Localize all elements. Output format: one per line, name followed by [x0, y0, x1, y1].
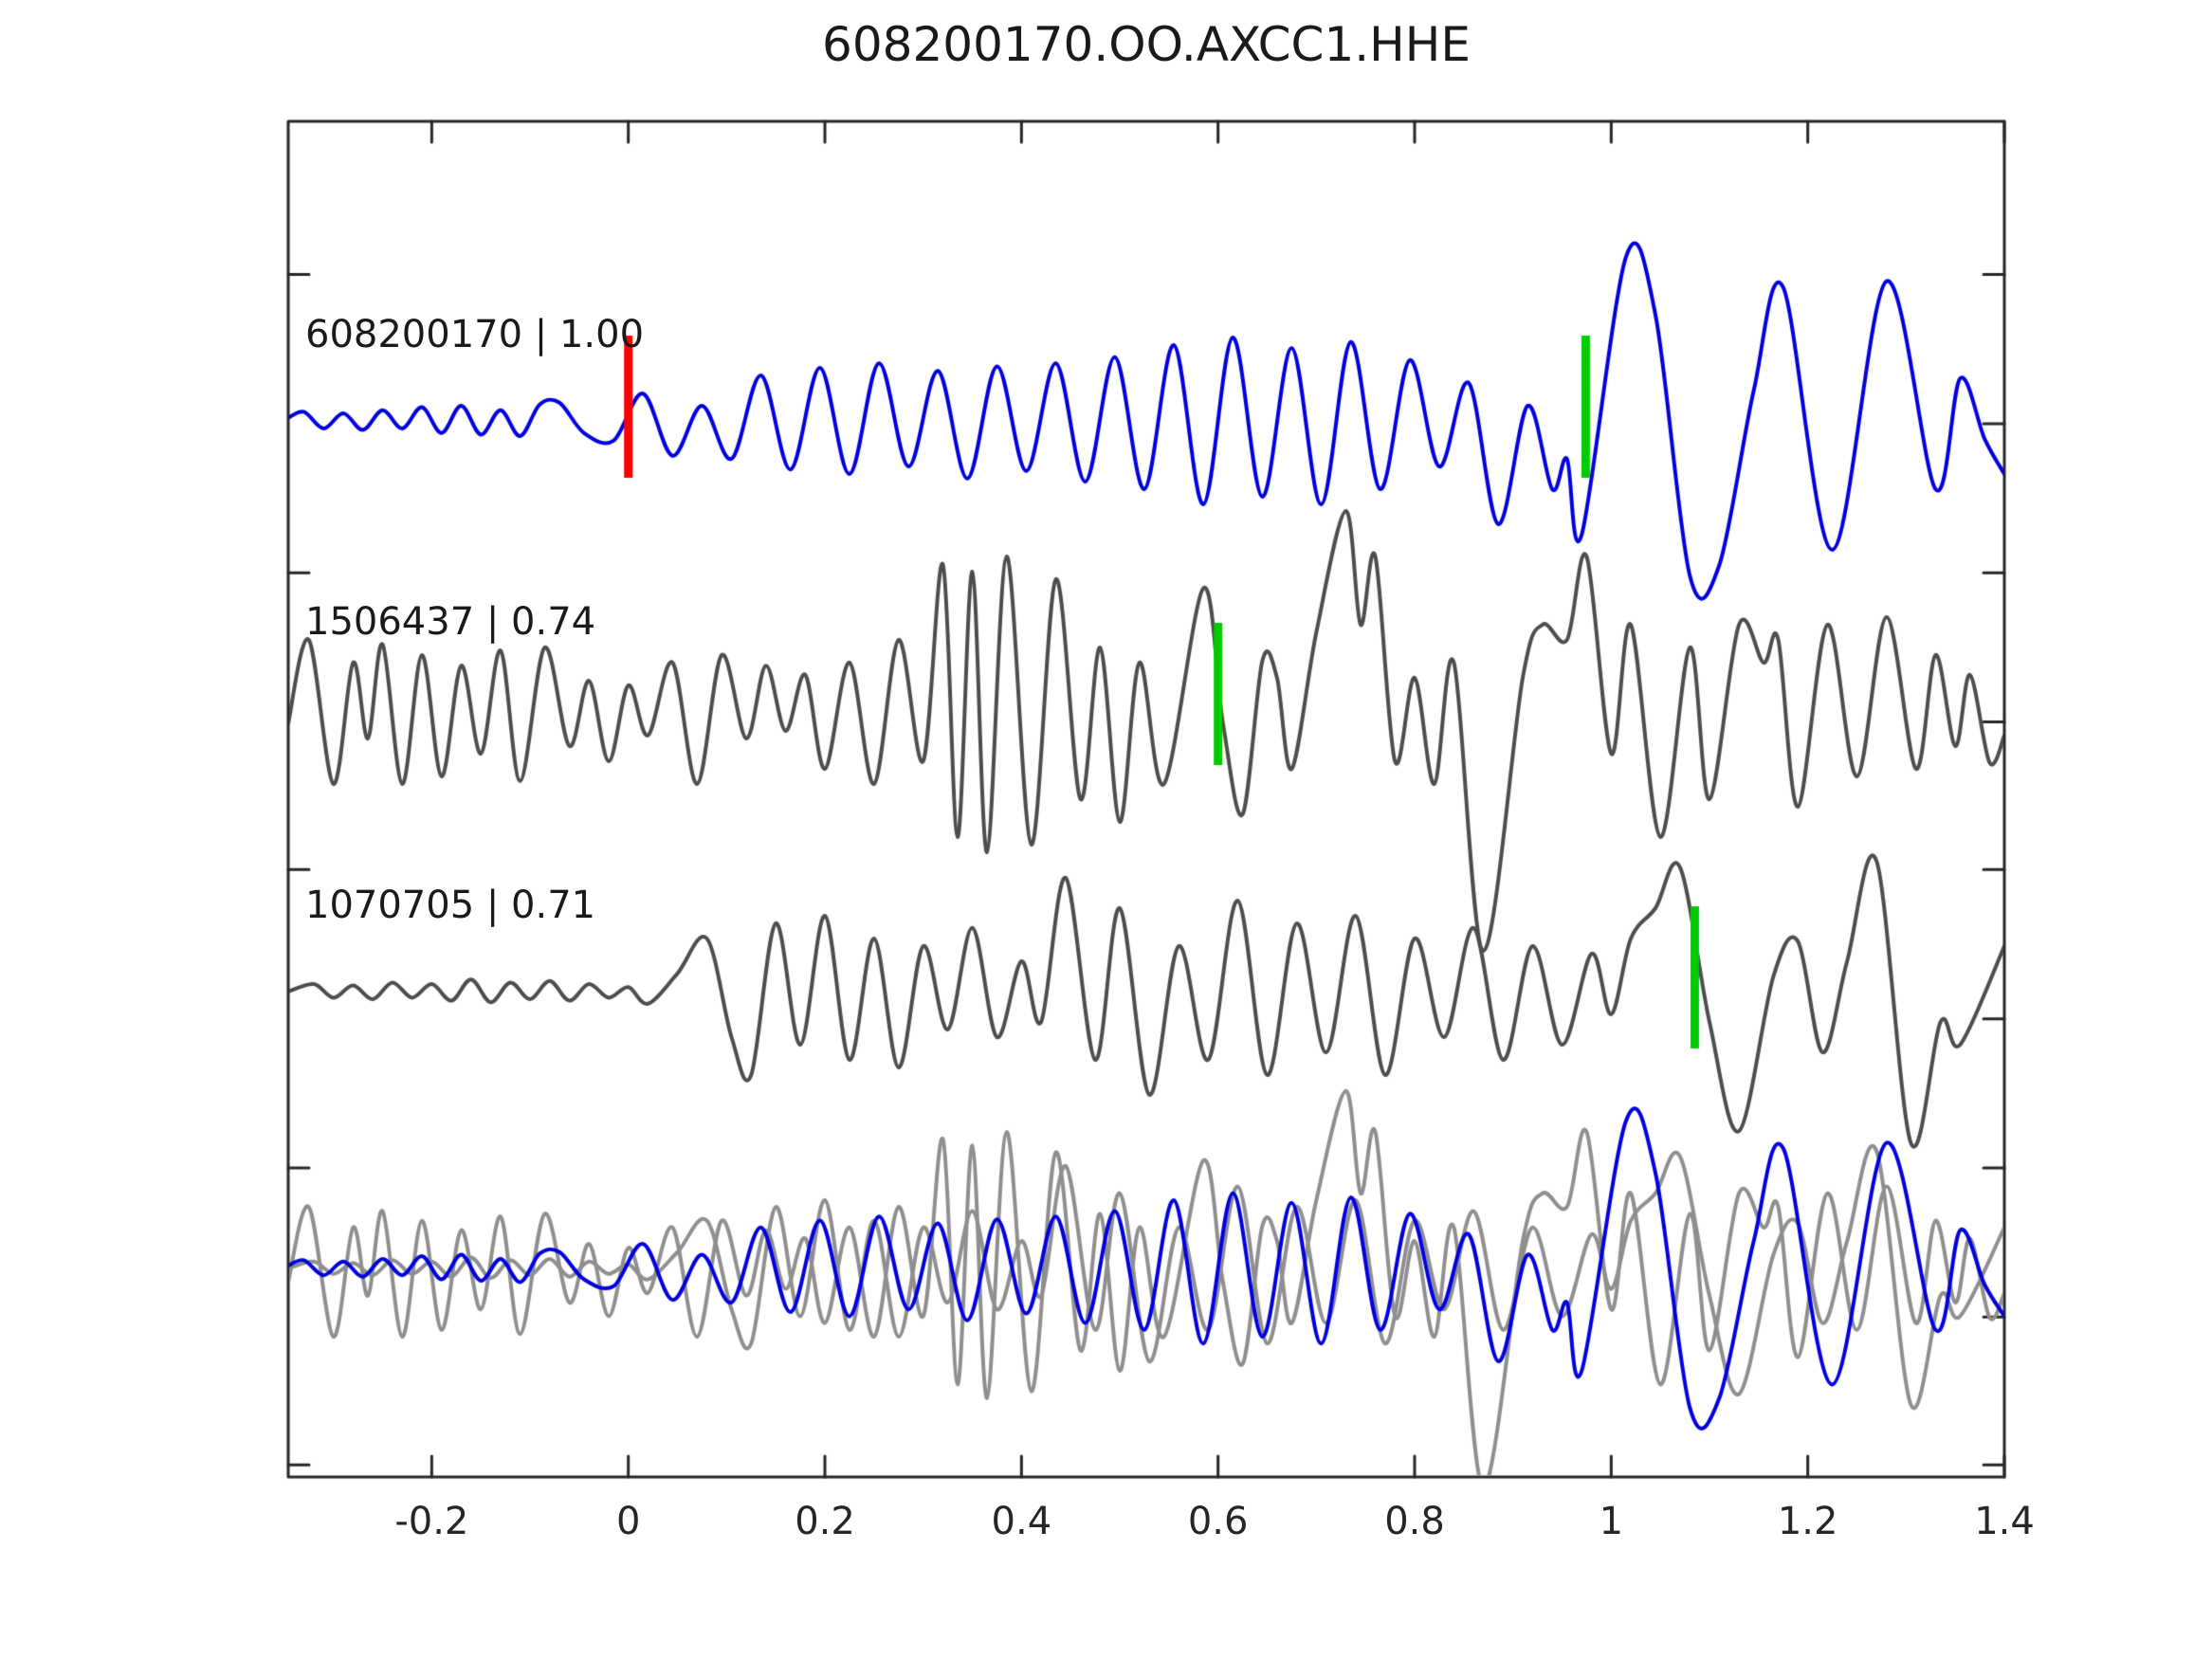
x-tick-label: 0.6	[1187, 1500, 1249, 1543]
x-tick-label: 0.8	[1384, 1500, 1445, 1543]
trace-label-608200170: 608200170 | 1.00	[305, 313, 645, 356]
trace-label-1070705: 1070705 | 0.71	[305, 884, 596, 927]
x-tick-label: 1	[1599, 1500, 1624, 1543]
trace-label-1506437: 1506437 | 0.74	[305, 600, 596, 644]
x-tick-label: 0	[615, 1500, 641, 1543]
x-tick-label: 0.2	[795, 1500, 855, 1543]
x-tick-label: 1.4	[1974, 1500, 2035, 1543]
x-tick-label: -0.2	[394, 1500, 469, 1543]
x-tick-label: 0.4	[991, 1500, 1052, 1543]
chart-title: 608200170.OO.AXCC1.HHE	[822, 17, 1471, 72]
x-tick-label: 1.2	[1777, 1500, 1838, 1543]
